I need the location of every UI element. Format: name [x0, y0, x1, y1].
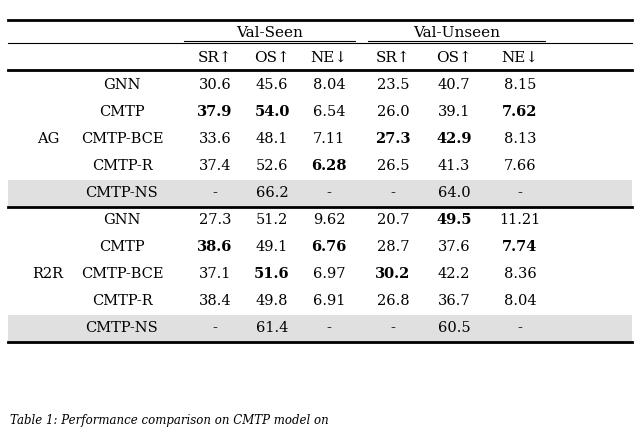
Text: 51.6: 51.6	[254, 267, 290, 281]
Text: 45.6: 45.6	[256, 78, 288, 92]
Text: 48.1: 48.1	[256, 132, 288, 146]
Text: 20.7: 20.7	[377, 213, 409, 227]
Text: 61.4: 61.4	[256, 321, 288, 335]
Text: 8.04: 8.04	[313, 78, 346, 92]
Text: 51.2: 51.2	[256, 213, 288, 227]
Text: 37.1: 37.1	[199, 267, 231, 281]
Bar	[8, 179, 632, 206]
Text: OS↑: OS↑	[254, 51, 290, 65]
Text: 36.7: 36.7	[438, 294, 470, 308]
Text: NE↓: NE↓	[310, 51, 348, 65]
Text: -: -	[326, 186, 332, 200]
Text: 49.5: 49.5	[436, 213, 472, 227]
Text: CMTP: CMTP	[99, 240, 145, 254]
Text: 64.0: 64.0	[438, 186, 470, 200]
Text: CMTP-BCE: CMTP-BCE	[81, 132, 163, 146]
Text: CMTP-NS: CMTP-NS	[86, 321, 158, 335]
Text: 38.4: 38.4	[198, 294, 231, 308]
Text: 38.6: 38.6	[197, 240, 233, 254]
Text: -: -	[390, 186, 396, 200]
Text: 60.5: 60.5	[438, 321, 470, 335]
Text: OS↑: OS↑	[436, 51, 472, 65]
Text: -: -	[212, 321, 218, 335]
Text: 7.66: 7.66	[504, 159, 536, 173]
Text: 28.7: 28.7	[377, 240, 409, 254]
Text: -: -	[518, 321, 522, 335]
Text: 27.3: 27.3	[375, 132, 411, 146]
Text: SR↑: SR↑	[198, 51, 232, 65]
Text: 9.62: 9.62	[313, 213, 345, 227]
Text: CMTP: CMTP	[99, 105, 145, 119]
Text: 8.36: 8.36	[504, 267, 536, 281]
Text: SR↑: SR↑	[376, 51, 410, 65]
Text: 7.74: 7.74	[502, 240, 538, 254]
Text: 33.6: 33.6	[198, 132, 232, 146]
Text: 6.91: 6.91	[313, 294, 345, 308]
Text: 42.2: 42.2	[438, 267, 470, 281]
Text: 40.7: 40.7	[438, 78, 470, 92]
Text: Val-Seen: Val-Seen	[236, 26, 303, 40]
Bar	[8, 315, 632, 341]
Text: -: -	[212, 186, 218, 200]
Text: 6.28: 6.28	[311, 159, 347, 173]
Text: Val-Unseen: Val-Unseen	[413, 26, 500, 40]
Text: CMTP-NS: CMTP-NS	[86, 186, 158, 200]
Text: NE↓: NE↓	[501, 51, 539, 65]
Text: Table 1: Performance comparison on CMTP model on: Table 1: Performance comparison on CMTP …	[10, 414, 329, 427]
Text: -: -	[518, 186, 522, 200]
Text: 11.21: 11.21	[499, 213, 541, 227]
Text: GNN: GNN	[103, 213, 141, 227]
Text: 7.62: 7.62	[502, 105, 538, 119]
Text: 8.13: 8.13	[504, 132, 536, 146]
Text: 39.1: 39.1	[438, 105, 470, 119]
Text: 37.6: 37.6	[438, 240, 470, 254]
Text: 8.15: 8.15	[504, 78, 536, 92]
Text: 8.04: 8.04	[504, 294, 536, 308]
Text: 26.0: 26.0	[377, 105, 410, 119]
Text: 27.3: 27.3	[199, 213, 231, 227]
Text: 6.76: 6.76	[311, 240, 347, 254]
Text: 30.6: 30.6	[198, 78, 232, 92]
Text: 23.5: 23.5	[377, 78, 409, 92]
Text: 6.97: 6.97	[313, 267, 345, 281]
Text: 41.3: 41.3	[438, 159, 470, 173]
Text: 52.6: 52.6	[256, 159, 288, 173]
Text: 7.11: 7.11	[313, 132, 345, 146]
Text: 66.2: 66.2	[256, 186, 288, 200]
Text: 49.8: 49.8	[256, 294, 288, 308]
Text: R2R: R2R	[33, 267, 63, 281]
Text: 26.5: 26.5	[377, 159, 409, 173]
Text: -: -	[326, 321, 332, 335]
Text: 26.8: 26.8	[377, 294, 410, 308]
Text: CMTP-R: CMTP-R	[92, 159, 152, 173]
Text: 37.4: 37.4	[199, 159, 231, 173]
Text: 49.1: 49.1	[256, 240, 288, 254]
Text: 37.9: 37.9	[197, 105, 233, 119]
Text: 30.2: 30.2	[375, 267, 411, 281]
Text: AG: AG	[37, 132, 59, 146]
Text: 6.54: 6.54	[313, 105, 345, 119]
Text: 42.9: 42.9	[436, 132, 472, 146]
Text: GNN: GNN	[103, 78, 141, 92]
Text: CMTP-BCE: CMTP-BCE	[81, 267, 163, 281]
Text: CMTP-R: CMTP-R	[92, 294, 152, 308]
Text: 54.0: 54.0	[254, 105, 290, 119]
Text: -: -	[390, 321, 396, 335]
